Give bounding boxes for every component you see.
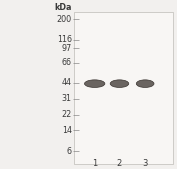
Text: kDa: kDa <box>54 3 72 12</box>
Bar <box>74 12 173 164</box>
Text: 14: 14 <box>62 126 72 135</box>
Text: 66: 66 <box>62 58 72 67</box>
Ellipse shape <box>85 80 105 88</box>
Text: 200: 200 <box>57 15 72 24</box>
Text: 3: 3 <box>142 159 148 168</box>
Text: 97: 97 <box>61 44 72 53</box>
Text: 31: 31 <box>62 94 72 103</box>
Ellipse shape <box>110 80 129 88</box>
Text: 22: 22 <box>61 110 72 119</box>
Text: 1: 1 <box>92 159 97 168</box>
Text: 2: 2 <box>117 159 122 168</box>
Text: 6: 6 <box>67 147 72 156</box>
Text: 116: 116 <box>57 35 72 44</box>
Text: 44: 44 <box>62 78 72 87</box>
Ellipse shape <box>136 80 154 88</box>
